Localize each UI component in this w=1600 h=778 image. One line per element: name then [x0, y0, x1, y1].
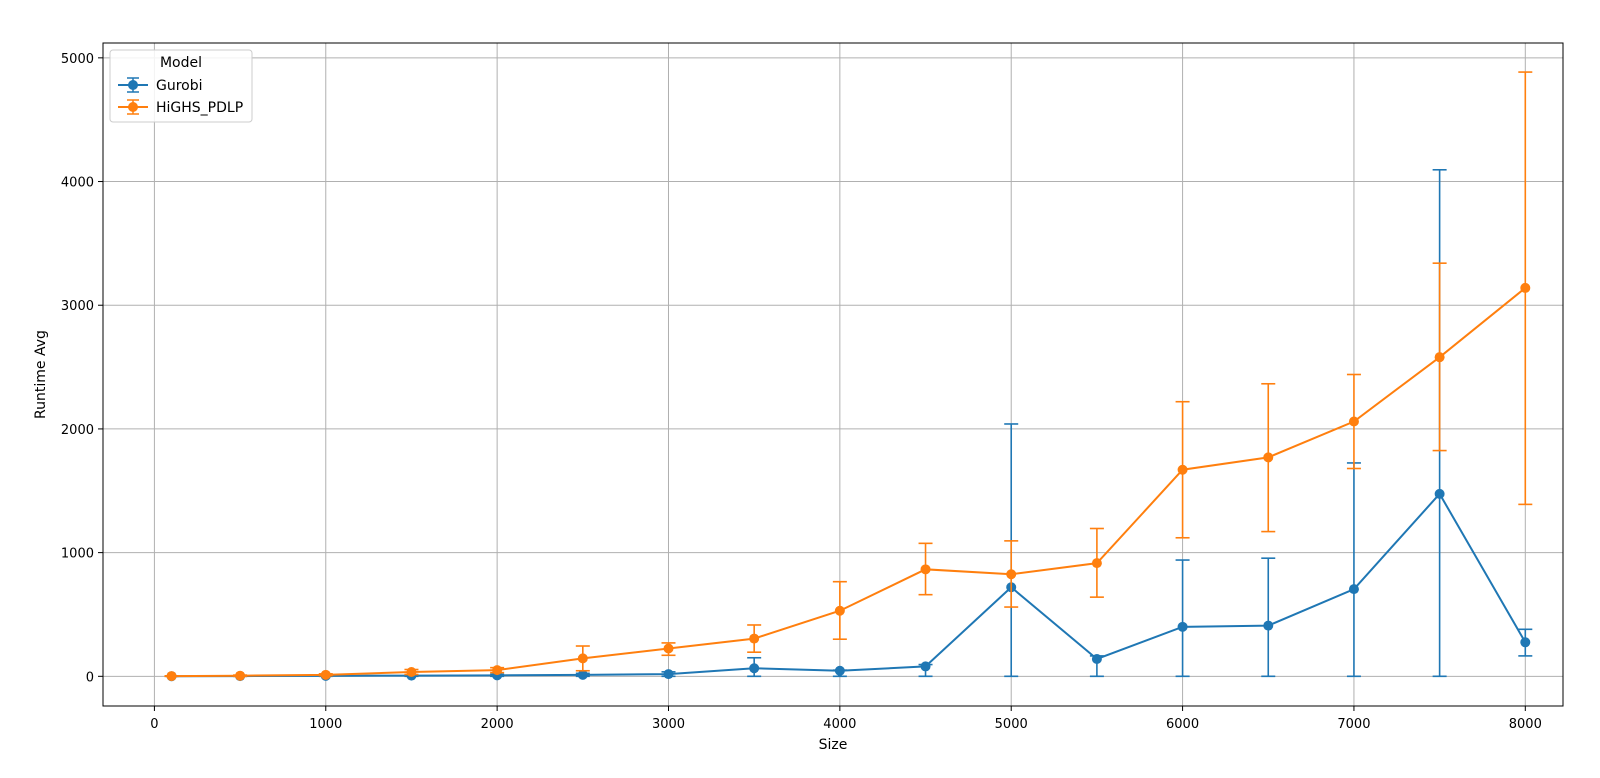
data-point: [1520, 282, 1531, 293]
y-tick-label: 4000: [61, 176, 94, 191]
data-point: [1520, 637, 1531, 648]
x-tick-label: 2000: [481, 717, 514, 732]
x-tick-label: 8000: [1509, 717, 1542, 732]
grid-lines: [103, 43, 1563, 706]
legend-marker: [128, 102, 138, 112]
data-point: [320, 669, 331, 680]
x-tick-label: 0: [150, 717, 158, 732]
legend-item: HiGHS_PDLP: [118, 99, 243, 116]
y-tick-label: 3000: [61, 299, 94, 314]
x-tick-label: 1000: [309, 717, 342, 732]
data-point: [920, 661, 931, 672]
y-tick-label: 5000: [61, 52, 94, 67]
data-point: [1348, 584, 1359, 595]
series-line: [171, 492, 1527, 678]
x-axis-label: Size: [819, 737, 848, 753]
series-line: [171, 287, 1526, 678]
y-axis-label: Runtime Avg: [33, 330, 49, 419]
data-point: [166, 671, 177, 682]
series-gurobi: [164, 168, 1533, 682]
data-point: [1348, 416, 1359, 427]
y-tick-label: 1000: [61, 547, 94, 562]
data-point: [1177, 621, 1188, 632]
data-point: [406, 666, 417, 677]
data-point: [1263, 452, 1274, 463]
data-point: [1091, 653, 1102, 664]
x-axis-ticks: 0 1000 2000 3000 4000 5000 6000 7000 8000: [150, 706, 1542, 732]
data-point: [920, 564, 931, 575]
data-point: [749, 663, 760, 674]
x-tick-label: 5000: [995, 717, 1028, 732]
y-tick-label: 2000: [61, 423, 94, 438]
legend-label: Gurobi: [156, 78, 203, 94]
data-point: [1434, 352, 1445, 363]
legend-label: HiGHS_PDLP: [156, 100, 243, 116]
plot-frame: [102, 42, 1564, 707]
legend-title: Model: [160, 55, 202, 71]
data-point: [1263, 620, 1274, 631]
data-point: [492, 665, 503, 676]
data-point: [235, 670, 246, 681]
legend: Model Gurobi HiGHS_PDLP: [109, 49, 253, 123]
legend-item: Gurobi: [118, 77, 203, 94]
y-tick-label: 0: [86, 670, 94, 685]
x-tick-label: 4000: [823, 717, 856, 732]
y-axis-ticks: 0 1000 2000 3000 4000 5000: [61, 52, 103, 685]
x-tick-label: 7000: [1337, 717, 1370, 732]
data-point: [1177, 464, 1188, 475]
data-point: [663, 643, 674, 654]
data-point: [834, 665, 845, 676]
x-tick-label: 3000: [652, 717, 685, 732]
data-point: [577, 669, 588, 680]
series-highs-pdlp: [164, 71, 1533, 682]
legend-marker: [128, 80, 138, 90]
legend-box: [109, 49, 253, 123]
data-point: [577, 653, 588, 664]
data-point: [1006, 569, 1017, 580]
data-point: [1091, 558, 1102, 569]
data-point: [834, 605, 845, 616]
data-point: [1434, 488, 1445, 499]
data-point: [663, 669, 674, 680]
x-tick-label: 6000: [1166, 717, 1199, 732]
data-point: [749, 633, 760, 644]
